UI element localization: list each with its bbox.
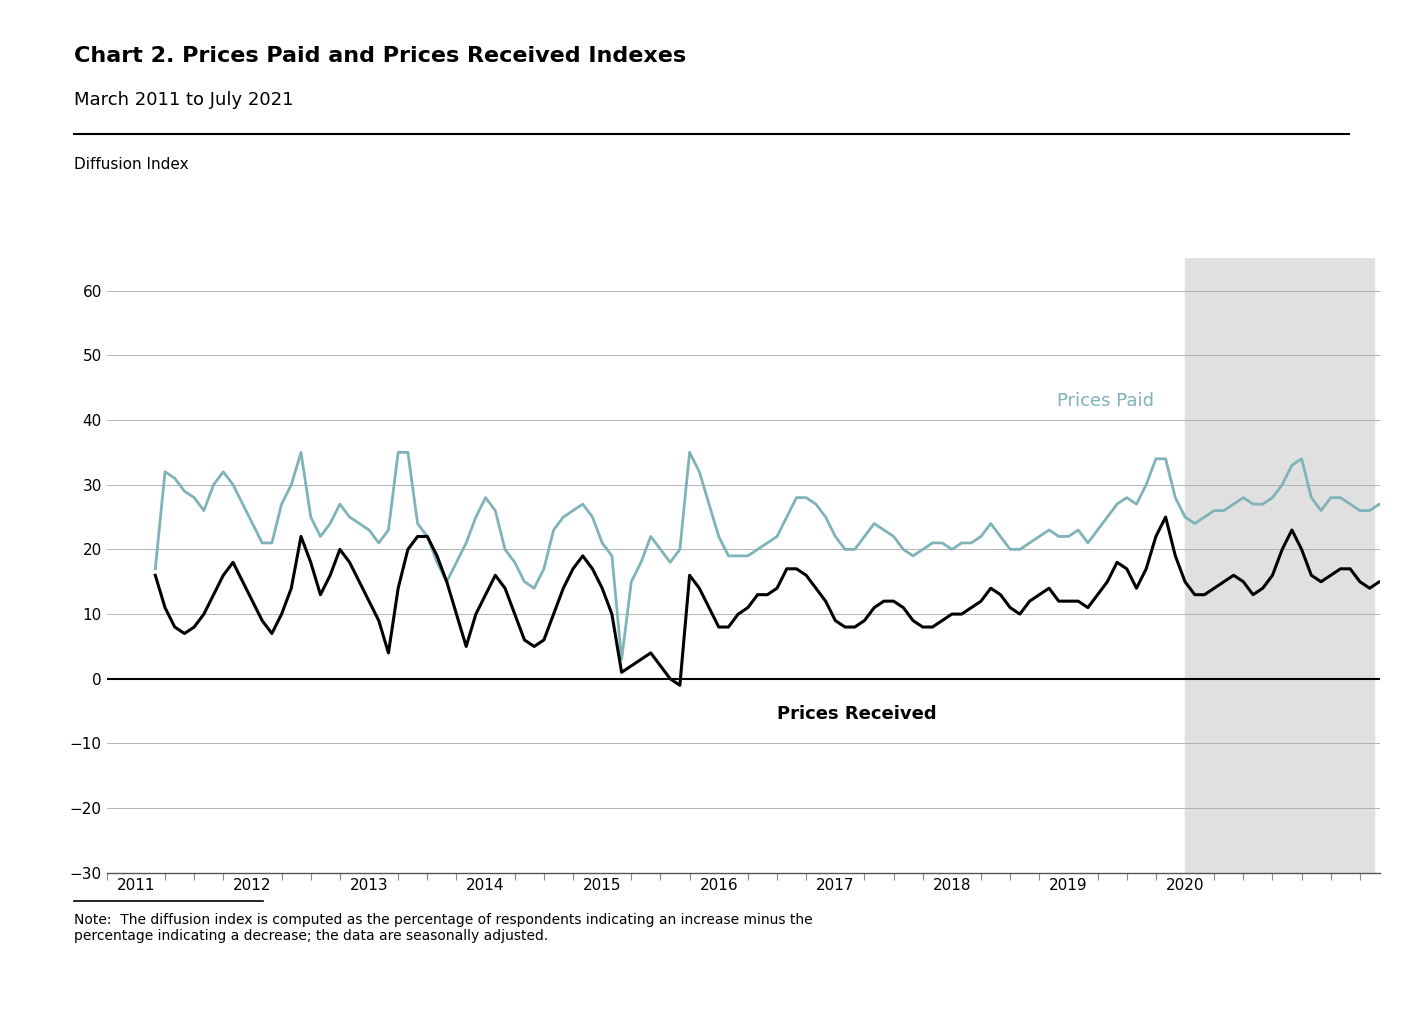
Text: Diffusion Index: Diffusion Index	[74, 157, 189, 173]
Text: March 2011 to July 2021: March 2011 to July 2021	[74, 91, 293, 108]
Text: Chart 2. Prices Paid and Prices Received Indexes: Chart 2. Prices Paid and Prices Received…	[74, 46, 686, 66]
Text: Prices Paid: Prices Paid	[1057, 392, 1154, 410]
Bar	[1185, 258, 1375, 873]
Text: Note:  The diffusion index is computed as the percentage of respondents indicati: Note: The diffusion index is computed as…	[74, 913, 813, 943]
Text: Prices Received: Prices Received	[777, 706, 936, 723]
